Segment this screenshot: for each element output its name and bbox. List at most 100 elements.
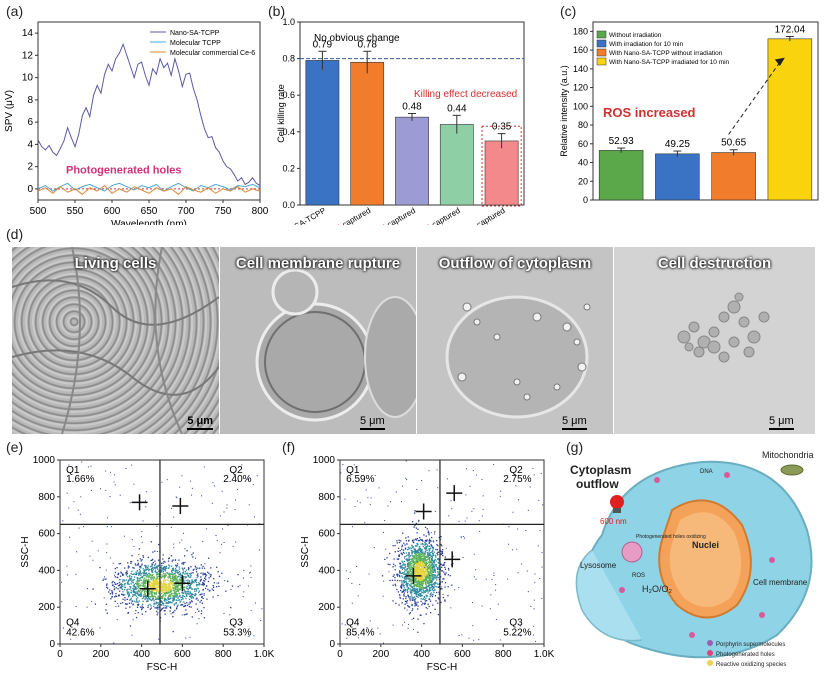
bar-2 <box>711 152 756 201</box>
y-tick-label: 100 <box>573 101 588 111</box>
light-label: 600 nm <box>600 517 627 526</box>
x-tick-label: 500 <box>30 206 47 217</box>
quadrant-value-q3: 53.3% <box>223 628 251 639</box>
legend-entry-1: With irradiation for 10 min <box>609 41 683 48</box>
y-tick-label: 400 <box>38 565 55 576</box>
y-tick-label: 0.4 <box>282 127 295 137</box>
y-tick-label: 80 <box>578 120 588 130</box>
y-axis-label: SSC-H <box>20 536 31 567</box>
scatter-points <box>61 461 265 644</box>
plot-frame <box>592 21 819 201</box>
highlight-box <box>481 125 522 207</box>
annotation-decreased: Killing effect decreased <box>414 89 517 100</box>
light-source-icon <box>610 495 624 513</box>
panel-label-e: (e) <box>6 439 24 455</box>
panel-label-c: (c) <box>560 3 577 19</box>
series-line-1 <box>37 182 261 192</box>
scale-bar: 5 μm <box>360 415 385 430</box>
panel-label-b: (b) <box>268 3 286 19</box>
y-axis-label: SSC-H <box>300 536 311 567</box>
y-tick-label: 600 <box>38 529 55 540</box>
x-tick-label: 800 <box>215 649 232 660</box>
quadrant-value-q4: 85.4% <box>346 628 374 639</box>
y-tick-label: 160 <box>573 45 588 55</box>
trend-arrow-head <box>774 57 785 67</box>
y-tick-label: 200 <box>318 602 335 613</box>
quadrant-value-q3: 5.22% <box>503 628 531 639</box>
category-label: captured <box>430 206 461 225</box>
flow-cytometry-plot-control: 0 200 400 600 800 1.0K 0 200 400 600 800 1000 FSC-H S… <box>20 455 275 673</box>
x-tick-label: 700 <box>178 206 195 217</box>
lysosome-icon <box>621 541 643 563</box>
y-tick-label: 2 <box>27 162 33 173</box>
cell-destruction-texture <box>614 247 815 434</box>
bar-1 <box>350 61 385 206</box>
ros-intensity-bar-chart: 0 20 40 60 80 100 120 140 160 180 Relative intensi… <box>559 21 819 205</box>
h2o-label: H₂O/O₂ <box>642 584 672 594</box>
trend-arrow-line <box>728 59 783 135</box>
scale-bar: 5 μm <box>769 415 794 430</box>
series-line-0 <box>37 42 261 186</box>
x-tick-label-4: +h captured <box>465 206 506 225</box>
mitochondria-label: Mitochondria <box>762 450 814 460</box>
quadrant-name-q2: Q2 <box>509 465 523 476</box>
quadrant-name-q3: Q3 <box>509 618 523 629</box>
y-tick-label: 20 <box>578 176 588 186</box>
quadrant-name-q1: Q1 <box>346 465 360 476</box>
y-tick-label: 0.0 <box>282 200 295 210</box>
quadrant-value-q2: 2.40% <box>223 474 251 485</box>
value-label-4: 0.35 <box>492 122 512 133</box>
schematic-title-line2: outflow <box>576 477 619 491</box>
cytoplasm-outflow-texture <box>417 247 613 434</box>
x-tick-label-3: ·-O2 captured <box>415 206 462 225</box>
legend-entry-2: Molecular commercial Ce-6 <box>170 50 255 57</box>
y-tick-label: 0.2 <box>282 163 295 173</box>
x-tick-label-2: ·OH captured <box>371 206 417 225</box>
spv-line-chart: 500 550 600 650 700 750 800 0 2 4 6 8 10 12 14 Waveleng… <box>4 21 269 225</box>
x-tick-label: 200 <box>92 649 109 660</box>
scale-bar: 5 μm <box>187 415 213 430</box>
y-tick-label: 180 <box>573 26 588 36</box>
quadrant-value-q1: 6.59% <box>346 474 374 485</box>
y-tick-label: 0.8 <box>282 54 295 64</box>
x-tick-label: 200 <box>372 649 389 660</box>
x-tick-label: 600 <box>174 649 191 660</box>
legend-entry-0: Without irradiation <box>609 32 662 39</box>
y-tick-label: 4 <box>27 139 33 150</box>
schematic-title-line1: Cytoplasm <box>570 463 631 477</box>
quadrant-name-q4: Q4 <box>66 618 80 629</box>
micrograph-title: Living cells <box>74 255 157 272</box>
y-tick-label: 800 <box>38 492 55 503</box>
quadrant-value-q4: 42.6% <box>66 628 94 639</box>
quadrant-name-q1: Q1 <box>66 465 80 476</box>
panel-label-d: (d) <box>6 226 24 242</box>
x-tick-label: 600 <box>454 649 471 660</box>
y-tick-label: 8 <box>27 95 33 106</box>
plot-frame <box>59 459 265 645</box>
y-tick-label: 120 <box>573 83 588 93</box>
quadrant-name-q4: Q4 <box>346 618 360 629</box>
y-tick-label: 1.0 <box>282 17 295 27</box>
cell-killing-bar-chart: 0.0 0.2 0.4 0.6 0.8 1.0 Cell killing rate 0.79 0… <box>274 17 525 225</box>
y-tick-label: 140 <box>573 64 588 74</box>
x-tick-label: 0 <box>337 649 343 660</box>
micrograph-title: Outflow of cytoplasm <box>438 255 592 272</box>
bar-2 <box>395 116 429 206</box>
dna-label: DNA <box>700 469 713 475</box>
lysosome-label: Lysosome <box>580 561 617 570</box>
y-tick-label: 14 <box>22 28 34 39</box>
micrograph-cell-destruction: Cell destruction 5 μm <box>614 247 815 434</box>
membrane-rupture-texture <box>220 247 416 434</box>
category-label: captured <box>386 206 417 225</box>
x-tick-label: 0 <box>57 649 63 660</box>
quadrant-name-q3: Q3 <box>229 618 243 629</box>
y-tick-label: 6 <box>27 117 33 128</box>
legend-holes: Photogenerated holes <box>716 652 775 658</box>
bar-1 <box>655 153 700 201</box>
y-tick-label: 10 <box>22 73 34 84</box>
category-label: captured <box>341 206 372 225</box>
cell-destruction-schematic: Cytoplasm outflow 600 nm Mitochondria DN… <box>570 450 814 668</box>
legend-porphyrin: Porphyrin supermolecules <box>716 642 785 648</box>
nuclei-label: Nuclei <box>692 540 719 550</box>
y-tick-label: 400 <box>318 565 335 576</box>
